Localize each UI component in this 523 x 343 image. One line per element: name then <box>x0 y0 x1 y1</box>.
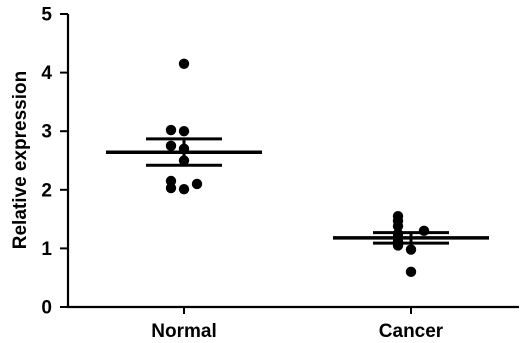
x-axis-categories: Normal Cancer <box>151 307 444 342</box>
data-marks <box>106 58 489 278</box>
data-point <box>178 126 190 137</box>
data-point <box>392 210 404 222</box>
data-point <box>405 266 417 278</box>
y-tick-label: 3 <box>41 122 52 143</box>
data-point <box>405 244 417 255</box>
y-axis-ticks: 0 1 2 3 4 5 <box>41 5 68 319</box>
y-axis-title: Relative expression <box>10 71 31 249</box>
data-point <box>191 178 203 190</box>
y-tick-label: 4 <box>41 63 52 84</box>
x-category-label: Normal <box>151 321 216 342</box>
data-point <box>165 140 177 152</box>
data-point <box>165 124 177 136</box>
data-point <box>418 225 430 237</box>
y-tick-label: 1 <box>41 239 52 260</box>
y-tick-label: 5 <box>41 5 52 26</box>
y-tick-label: 2 <box>41 180 52 201</box>
x-category-label: Cancer <box>379 321 444 342</box>
data-point <box>165 175 177 187</box>
data-point <box>178 184 190 195</box>
data-point <box>178 58 190 70</box>
y-tick-label: 0 <box>41 298 52 319</box>
